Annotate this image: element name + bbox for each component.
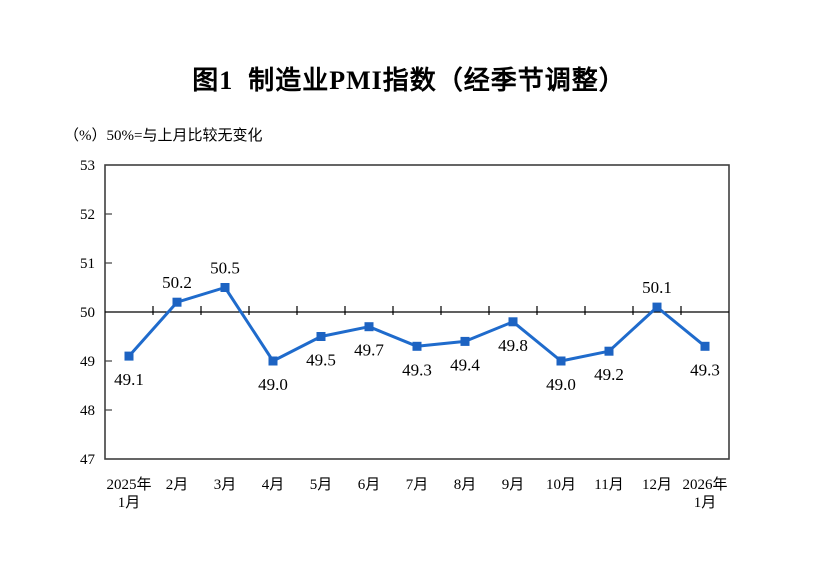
data-point-label: 49.5 xyxy=(306,351,336,370)
x-tick-label: 12月 xyxy=(642,477,672,493)
data-point-label: 49.8 xyxy=(498,336,528,355)
y-tick-label: 52 xyxy=(80,207,95,223)
data-point-marker xyxy=(700,341,710,351)
x-tick-label: 2月 xyxy=(166,477,189,493)
y-axis-unit-note: （%）50%=与上月比较无变化 xyxy=(64,128,263,144)
y-tick-label: 49 xyxy=(80,354,95,370)
data-point-marker xyxy=(364,322,374,332)
data-point-marker xyxy=(556,356,566,366)
data-point-marker xyxy=(460,336,470,346)
data-point-marker xyxy=(220,283,230,292)
data-point-label: 49.0 xyxy=(546,375,576,394)
x-tick-label: 2026年 xyxy=(682,476,727,493)
data-point-marker xyxy=(412,341,422,351)
data-point-label: 49.3 xyxy=(402,360,432,379)
y-tick-label: 51 xyxy=(80,256,95,272)
data-point-label: 49.4 xyxy=(450,355,480,374)
data-point-marker xyxy=(268,356,278,366)
x-tick-label: 11月 xyxy=(594,477,623,493)
y-tick-label: 47 xyxy=(80,452,96,468)
data-point-label: 50.1 xyxy=(642,278,672,297)
y-tick-label: 53 xyxy=(80,158,95,174)
x-tick-label: 3月 xyxy=(214,477,237,493)
x-tick-label: 5月 xyxy=(310,477,333,493)
data-point-marker xyxy=(604,346,614,356)
chart-title: 图1 制造业PMI指数（经季节调整） xyxy=(192,66,626,95)
data-point-marker xyxy=(172,297,182,307)
data-point-marker xyxy=(508,317,518,327)
x-tick-label: 9月 xyxy=(502,477,525,493)
y-tick-label: 48 xyxy=(80,403,95,419)
data-point-label: 49.7 xyxy=(354,341,384,360)
data-point-label: 49.1 xyxy=(114,370,144,389)
data-point-label: 49.0 xyxy=(258,375,288,394)
x-tick-label: 1月 xyxy=(118,495,141,511)
x-tick-label: 8月 xyxy=(454,477,477,493)
data-point-label: 50.2 xyxy=(162,273,192,292)
x-tick-label: 10月 xyxy=(546,477,576,493)
x-tick-label: 2025年 xyxy=(106,476,151,493)
x-tick-label: 7月 xyxy=(406,477,429,493)
data-point-marker xyxy=(652,302,662,312)
data-point-label: 49.3 xyxy=(690,360,720,379)
x-tick-label: 6月 xyxy=(358,477,381,493)
data-point-marker xyxy=(124,351,134,361)
x-tick-label: 4月 xyxy=(262,477,285,493)
x-tick-label: 1月 xyxy=(694,495,717,511)
data-point-marker xyxy=(316,332,326,341)
data-point-label: 50.5 xyxy=(210,259,240,278)
y-tick-label: 50 xyxy=(80,305,95,321)
data-point-label: 49.2 xyxy=(594,365,624,384)
